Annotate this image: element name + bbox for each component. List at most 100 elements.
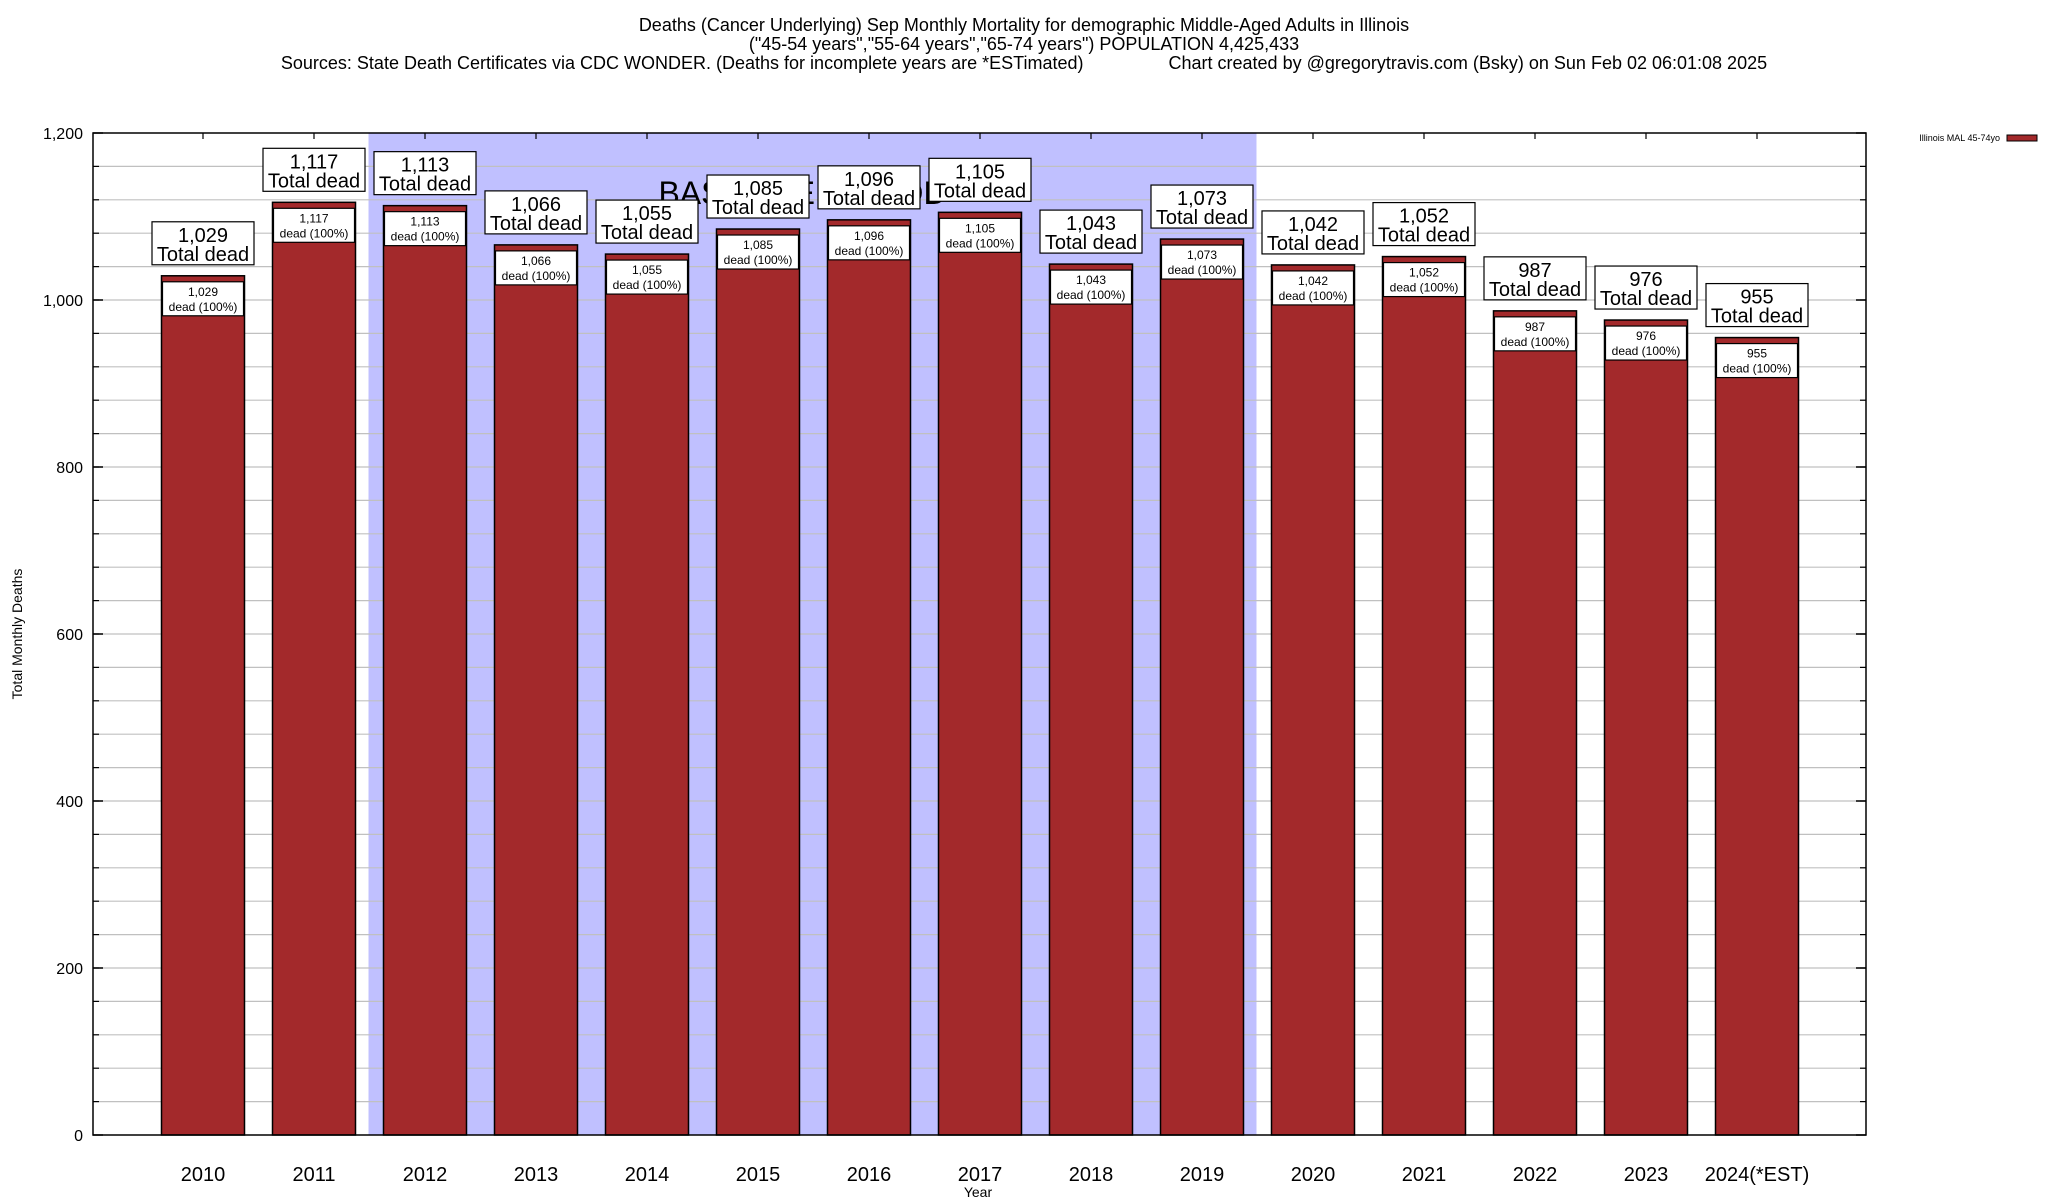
inner-pct-label: dead (100%) <box>1390 281 1459 295</box>
chart-sources: Sources: State Death Certificates via CD… <box>280 53 1768 73</box>
total-suffix-label: Total dead <box>712 197 804 219</box>
inner-pct-label: dead (100%) <box>835 244 904 258</box>
inner-pct-label: dead (100%) <box>946 236 1015 250</box>
total-label-box <box>1261 210 1365 255</box>
bar-2017 <box>937 211 1023 1136</box>
chart-title: Deaths (Cancer Underlying) Sep Monthly M… <box>638 15 1410 35</box>
bar-2014 <box>604 253 690 1136</box>
total-suffix-label: Total dead <box>1267 233 1359 255</box>
x-tick-label: 2022 <box>1513 1164 1558 1186</box>
bar-2012 <box>382 204 468 1136</box>
total-suffix-label: Total dead <box>601 222 693 244</box>
total-value-label: 1,043 <box>1066 213 1116 235</box>
x-tick-label: 2019 <box>1180 1164 1225 1186</box>
total-suffix-label: Total dead <box>823 188 915 210</box>
total-suffix-label: Total dead <box>1600 288 1692 310</box>
total-suffix-label: Total dead <box>379 174 471 196</box>
inner-value-label: 1,096 <box>854 229 884 243</box>
x-tick-label: 2010 <box>181 1164 226 1186</box>
inner-label-box <box>1049 269 1133 305</box>
x-tick-label: 2017 <box>958 1164 1003 1186</box>
total-value-label: 1,073 <box>1177 188 1227 210</box>
x-tick-label: 2014 <box>625 1164 670 1186</box>
inner-value-label: 1,043 <box>1076 273 1106 287</box>
bar-2020 <box>1270 264 1356 1136</box>
total-suffix-label: Total dead <box>1711 306 1803 328</box>
inner-label-box <box>1715 342 1799 379</box>
total-value-label: 987 <box>1518 260 1551 282</box>
total-suffix-label: Total dead <box>1489 279 1581 301</box>
total-value-label: 1,042 <box>1288 214 1338 236</box>
x-tick-label: 2020 <box>1291 1164 1336 1186</box>
inner-value-label: 1,029 <box>188 285 218 299</box>
inner-label-box <box>161 281 245 317</box>
inner-label-box <box>1382 261 1466 298</box>
x-tick-label: 2021 <box>1402 1164 1447 1186</box>
total-label-box <box>1705 282 1809 328</box>
bar-2016 <box>826 219 912 1136</box>
inner-label-box <box>1604 325 1688 361</box>
total-label-box <box>928 157 1032 202</box>
inner-value-label: 1,055 <box>632 263 662 277</box>
bar-2011 <box>271 201 357 1136</box>
legend-swatch <box>2006 134 2038 142</box>
total-label-box <box>1039 209 1143 254</box>
inner-label-box <box>494 250 578 286</box>
inner-pct-label: dead (100%) <box>391 230 460 244</box>
y-tick-label: 0 <box>74 1128 83 1145</box>
x-tick-label: 2012 <box>403 1164 448 1186</box>
y-tick-label: 200 <box>56 961 83 978</box>
inner-pct-label: dead (100%) <box>1279 289 1348 303</box>
total-value-label: 1,085 <box>733 178 783 200</box>
inner-label-box <box>605 259 689 295</box>
total-label-box <box>1594 265 1698 310</box>
x-tick-label: 2011 <box>292 1164 335 1186</box>
inner-pct-label: dead (100%) <box>502 269 571 283</box>
inner-value-label: 1,073 <box>1187 248 1217 262</box>
y-tick-label: 400 <box>56 794 83 811</box>
inner-label-box <box>938 217 1022 253</box>
bar-2015 <box>715 228 801 1136</box>
total-suffix-label: Total dead <box>934 180 1026 202</box>
x-tick-label: 2015 <box>736 1164 781 1186</box>
bar-2013 <box>493 244 579 1136</box>
total-label-box <box>595 199 699 244</box>
legend-label: Illinois MAL 45-74yo <box>1919 133 2000 143</box>
total-suffix-label: Total dead <box>1156 207 1248 229</box>
y-tick-label: 600 <box>56 627 83 644</box>
inner-pct-label: dead (100%) <box>1057 288 1126 302</box>
inner-value-label: 1,052 <box>1409 266 1439 280</box>
total-suffix-label: Total dead <box>490 213 582 235</box>
bar-2022 <box>1492 310 1578 1136</box>
total-label-box <box>1372 201 1476 247</box>
inner-label-box <box>272 207 356 243</box>
inner-pct-label: dead (100%) <box>724 253 793 267</box>
total-value-label: 1,096 <box>844 169 894 191</box>
total-label-box <box>1150 184 1254 229</box>
x-tick-label: 2024(*EST) <box>1705 1164 1810 1186</box>
inner-value-label: 1,066 <box>521 254 551 268</box>
total-suffix-label: Total dead <box>157 244 249 266</box>
x-axis-title: Year <box>964 1184 993 1200</box>
inner-label-box <box>827 225 911 261</box>
inner-value-label: 976 <box>1636 329 1656 343</box>
total-label-box <box>484 190 588 235</box>
inner-pct-label: dead (100%) <box>1723 362 1792 376</box>
bar-2019 <box>1159 238 1245 1136</box>
inner-label-box <box>1493 316 1577 352</box>
y-axis-title: Total Monthly Deaths <box>9 569 25 700</box>
x-tick-label: 2018 <box>1069 1164 1114 1186</box>
inner-label-box <box>716 234 800 270</box>
inner-pct-label: dead (100%) <box>1168 263 1237 277</box>
inner-pct-label: dead (100%) <box>1612 344 1681 358</box>
total-suffix-label: Total dead <box>268 170 360 192</box>
inner-label-box <box>383 211 467 247</box>
bar-2010 <box>160 275 246 1136</box>
total-value-label: 1,052 <box>1399 206 1449 228</box>
inner-pct-label: dead (100%) <box>169 300 238 314</box>
inner-pct-label: dead (100%) <box>1501 335 1570 349</box>
total-label-box <box>706 174 810 219</box>
inner-value-label: 955 <box>1747 347 1767 361</box>
chart-subtitle: ("45-54 years","55-64 years","65-74 year… <box>748 34 1300 54</box>
